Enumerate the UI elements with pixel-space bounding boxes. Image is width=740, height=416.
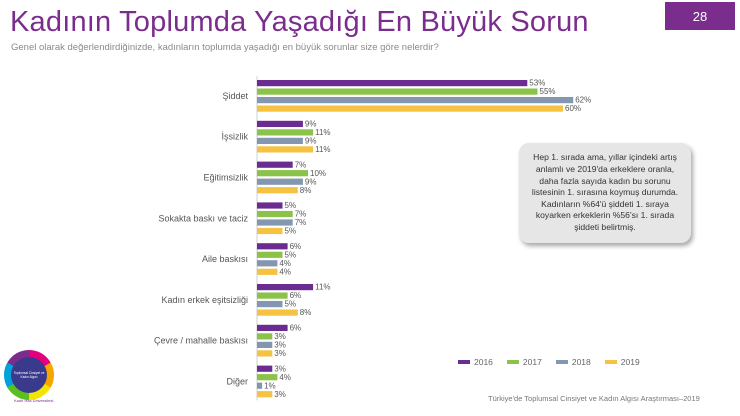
bar-2017 — [257, 170, 308, 177]
legend-swatch — [604, 360, 617, 364]
bar-2019 — [257, 227, 283, 235]
page-number-badge: 28 — [665, 2, 735, 30]
legend-item-2017: 2017 — [506, 357, 542, 367]
data-label: 10% — [310, 169, 326, 178]
bar-2018 — [257, 219, 293, 226]
category-label: Diğer — [226, 376, 248, 386]
bar-2016 — [257, 80, 528, 87]
logo: Toplumsal Cinsiyet ve Kadın Algısı — [4, 350, 54, 400]
data-label: 7% — [295, 218, 307, 227]
callout-text: Hep 1. sırada ama, yıllar içindeki artış… — [531, 152, 679, 232]
data-label: 3% — [274, 332, 286, 341]
data-label: 7% — [295, 210, 307, 219]
category-label: Çevre / mahalle baskısı — [154, 336, 248, 346]
legend-item-2016: 2016 — [458, 357, 493, 367]
bar-2017 — [257, 88, 538, 95]
data-label: 4% — [279, 373, 291, 382]
data-label: 3% — [274, 390, 286, 399]
logo-inner-text: Toplumsal Cinsiyet ve Kadın Algısı — [11, 357, 47, 393]
bar-2018 — [257, 382, 263, 389]
data-label: 6% — [290, 242, 302, 251]
legend-swatch — [555, 360, 568, 364]
bar-2016 — [257, 120, 303, 127]
bar-2019 — [257, 146, 314, 153]
category-label: Sokakta baskı ve taciz — [158, 213, 248, 223]
data-label: 11% — [315, 283, 330, 292]
data-label: 5% — [285, 250, 297, 259]
data-label: 5% — [285, 201, 297, 210]
bar-2017 — [257, 210, 293, 218]
data-label: 9% — [305, 177, 317, 186]
data-label: 3% — [274, 349, 286, 358]
category-label: Eğitimsizlik — [203, 172, 248, 182]
data-label: 3% — [274, 341, 286, 350]
bar-2018 — [257, 97, 574, 104]
legend-label: 2019 — [620, 357, 640, 367]
data-label: 5% — [285, 300, 297, 309]
legend-item-2019: 2019 — [604, 357, 640, 367]
bar-2019 — [257, 350, 273, 357]
data-label: 5% — [285, 227, 297, 236]
category-label: Kadın erkek eşitsizliği — [161, 295, 248, 305]
bar-2017 — [257, 129, 314, 136]
data-label: 7% — [295, 160, 307, 169]
bar-2017 — [257, 292, 288, 299]
data-label: 9% — [305, 137, 317, 146]
callout-box: Hep 1. sırada ama, yıllar içindeki artış… — [519, 143, 691, 243]
bar-2017 — [257, 251, 283, 258]
bar-2016 — [257, 324, 288, 331]
page-title: Kadının Toplumda Yaşadığı En Büyük Sorun — [10, 6, 589, 38]
bar-2016 — [257, 243, 288, 250]
data-label: 53% — [529, 79, 545, 88]
data-label: 4% — [279, 259, 291, 268]
logo-caption: Kadir Has Üniversitesi — [14, 398, 54, 403]
data-label: 6% — [290, 324, 302, 333]
bar-2017 — [257, 333, 273, 340]
page-subtitle: Genel olarak değerlendirdiğinizde, kadın… — [11, 42, 439, 53]
data-label: 9% — [305, 120, 317, 129]
data-label: 11% — [315, 145, 330, 154]
bar-2019 — [257, 268, 278, 275]
bar-2016 — [257, 161, 293, 168]
bar-2017 — [257, 374, 278, 381]
bar-2018 — [257, 178, 303, 185]
bar-2018 — [257, 301, 283, 308]
legend-label: 2017 — [522, 357, 542, 367]
bar-2016 — [257, 202, 283, 209]
legend-swatch — [506, 360, 519, 364]
data-label: 4% — [279, 267, 291, 276]
bar-2018 — [257, 260, 278, 267]
legend-swatch — [458, 360, 470, 364]
bar-2018 — [257, 341, 273, 348]
data-label: 8% — [300, 308, 312, 317]
bar-2019 — [257, 309, 298, 316]
bar-2018 — [257, 137, 303, 144]
legend-item-2018: 2018 — [555, 357, 591, 367]
bar-2016 — [257, 365, 273, 372]
legend-label: 2018 — [571, 357, 591, 367]
data-label: 55% — [540, 87, 556, 96]
data-label: 6% — [290, 291, 302, 300]
bar-2019 — [257, 391, 273, 398]
category-label: Şiddet — [222, 91, 248, 101]
source-note: Türkiye'de Toplumsal Cinsiyet ve Kadın A… — [488, 394, 700, 403]
data-label: 60% — [565, 104, 581, 113]
legend-label: 2016 — [474, 357, 493, 367]
bar-2019 — [257, 187, 298, 194]
category-label: Aile baskısı — [202, 254, 248, 264]
category-label: İşsizlik — [222, 132, 249, 142]
data-label: 62% — [575, 96, 591, 105]
bar-2019 — [257, 105, 563, 112]
data-label: 3% — [274, 364, 286, 373]
data-label: 8% — [300, 186, 312, 195]
bar-2016 — [257, 284, 314, 291]
data-label: 11% — [315, 128, 330, 137]
chart-legend: 2016 2017 2018 2019 — [458, 357, 640, 367]
data-label: 1% — [264, 381, 276, 390]
